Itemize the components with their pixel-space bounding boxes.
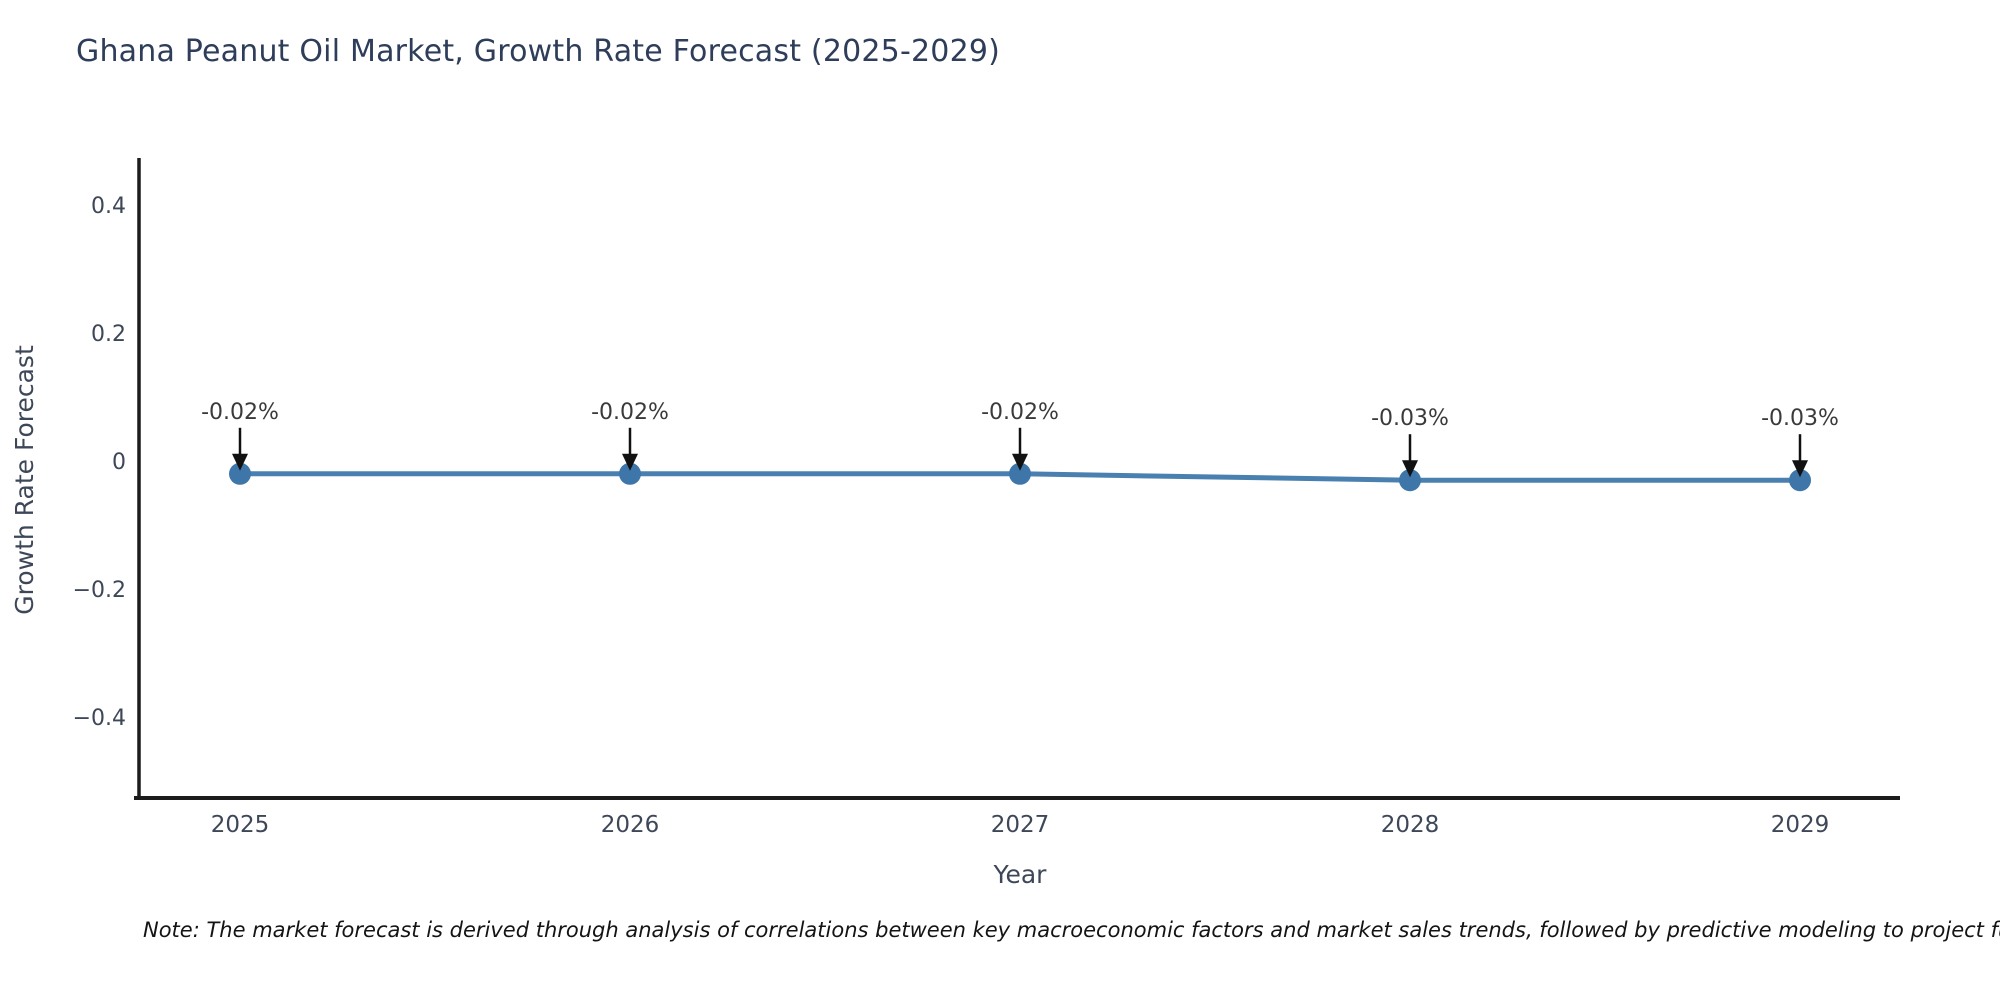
data-point [1789, 469, 1811, 492]
y-tick-label: 0.4 [91, 194, 126, 219]
x-tick-label: 2028 [1381, 812, 1440, 838]
y-tick-label: −0.4 [73, 706, 126, 731]
x-tick-label: 2027 [991, 812, 1050, 838]
y-tick-label: −0.2 [73, 578, 126, 603]
x-tick-label: 2025 [211, 812, 270, 838]
footnote: Note: The market forecast is derived thr… [143, 918, 2000, 942]
point-annotation-label: -0.03% [1761, 406, 1839, 431]
annotation-arrow-head [1012, 453, 1028, 471]
annotation-arrow-head [1792, 460, 1808, 478]
point-annotation-label: -0.03% [1371, 406, 1449, 431]
data-point [229, 462, 251, 485]
annotation-arrow-head [622, 453, 638, 471]
y-tick-label: 0 [112, 450, 126, 475]
point-annotation-label: -0.02% [591, 400, 669, 425]
data-point [1009, 462, 1031, 485]
point-annotation-label: -0.02% [201, 400, 279, 425]
y-tick-label: 0.2 [91, 322, 126, 347]
x-axis-title: Year [993, 860, 1047, 889]
annotation-arrow-head [1402, 460, 1418, 478]
annotation-arrow-head [232, 453, 248, 471]
x-tick-label: 2026 [601, 812, 660, 838]
data-point [619, 462, 641, 485]
point-annotation-label: -0.02% [981, 400, 1059, 425]
chart-title: Ghana Peanut Oil Market, Growth Rate For… [76, 34, 1001, 69]
data-point [1399, 469, 1421, 492]
x-tick-label: 2029 [1771, 812, 1830, 838]
